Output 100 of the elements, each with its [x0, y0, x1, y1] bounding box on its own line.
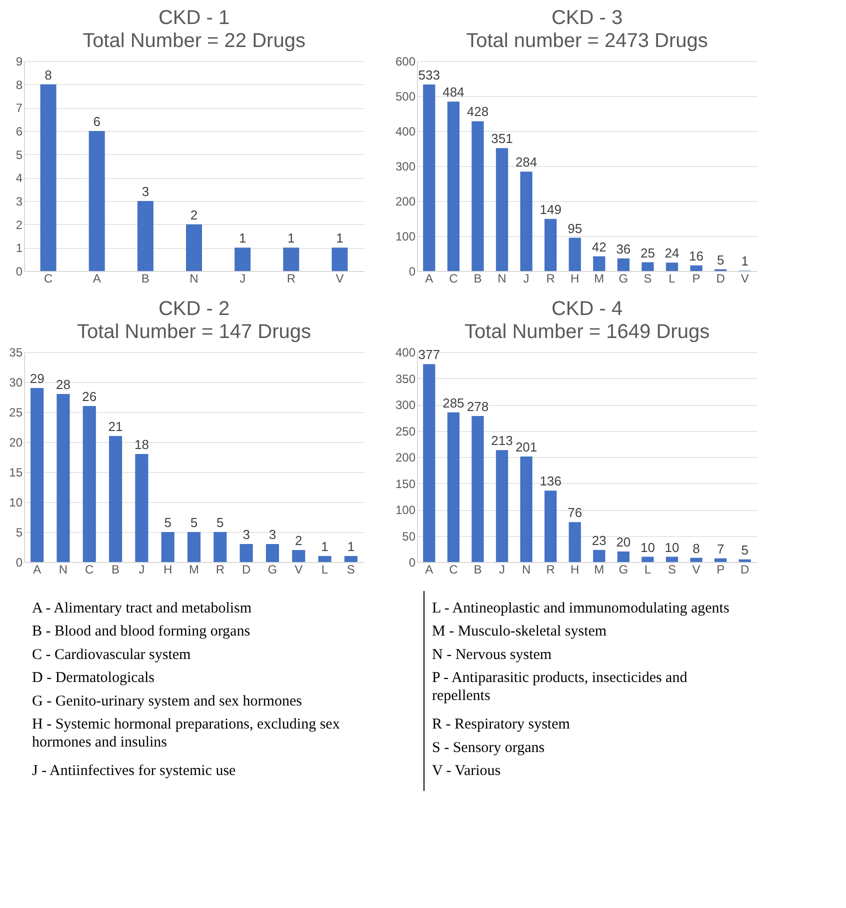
- bar: [472, 416, 484, 562]
- bar: [137, 201, 154, 271]
- bar: [161, 532, 174, 562]
- bar: [292, 550, 306, 562]
- bar: [283, 248, 300, 271]
- data-label: 8: [692, 540, 700, 556]
- bar: [423, 364, 436, 562]
- data-label: 5: [741, 542, 748, 558]
- data-label: 285: [442, 395, 464, 410]
- x-tick-label: A: [33, 562, 42, 576]
- data-label: 5: [190, 515, 198, 530]
- x-tick-label: L: [644, 562, 652, 576]
- data-label: 2: [295, 533, 302, 548]
- bar: [318, 556, 332, 562]
- y-tick-label: 400: [395, 346, 416, 360]
- x-tick-label: N: [498, 272, 506, 286]
- bar: [240, 544, 253, 562]
- text: S - Sensory organs: [432, 740, 545, 756]
- x-tick-label: J: [499, 562, 505, 576]
- y-tick-label: 6: [16, 124, 23, 138]
- x-tick-label: S: [346, 562, 355, 576]
- text: V - Various: [432, 763, 501, 780]
- x-tick-label: C: [85, 562, 94, 576]
- data-label: 3: [242, 527, 250, 542]
- y-tick-label: 30: [9, 376, 23, 390]
- bar: [214, 532, 227, 562]
- x-tick-label: G: [268, 562, 278, 576]
- data-label: 1: [288, 230, 295, 246]
- x-tick-label: H: [164, 562, 172, 576]
- bar: [544, 490, 557, 562]
- x-tick-label: A: [425, 272, 434, 286]
- text: N - Nervous system: [432, 646, 552, 663]
- x-tick-label: A: [425, 562, 434, 576]
- chart-subtitle: Total Number = 1649 Drugs: [464, 321, 710, 343]
- x-tick-label: R: [216, 562, 225, 576]
- text: R - Respiratory system: [432, 716, 570, 733]
- x-tick-label: N: [58, 562, 68, 576]
- data-label: 5: [216, 515, 224, 530]
- data-label: 21: [108, 419, 123, 434]
- data-label: 8: [44, 67, 52, 82]
- bar: [56, 394, 70, 562]
- y-tick-label: 15: [9, 466, 23, 480]
- data-label: 1: [347, 539, 355, 554]
- chart-title: CKD - 1: [158, 7, 230, 29]
- bar: [617, 552, 630, 562]
- data-label: 3: [268, 527, 276, 542]
- y-tick-label: 250: [395, 424, 416, 438]
- x-tick-label: M: [594, 562, 604, 576]
- data-label: 5: [716, 252, 724, 268]
- x-tick-label: M: [594, 272, 604, 286]
- y-tick-label: 7: [16, 101, 23, 116]
- x-tick-label: L: [321, 562, 328, 576]
- data-label: 10: [640, 540, 655, 555]
- bar: [568, 238, 581, 271]
- y-tick-label: 4: [16, 171, 23, 186]
- text: J - Antiinfectives for systemic use: [32, 763, 236, 780]
- x-tick-label: J: [240, 272, 246, 286]
- bar: [447, 412, 460, 562]
- x-tick-label: J: [138, 562, 145, 576]
- x-tick-label: P: [716, 562, 725, 576]
- bar: [472, 121, 484, 271]
- y-tick-label: 35: [9, 346, 23, 360]
- data-label: 7: [716, 541, 724, 556]
- x-tick-label: B: [474, 272, 482, 286]
- x-tick-label: C: [44, 272, 53, 286]
- data-label: 3: [142, 184, 150, 199]
- y-tick-label: 0: [408, 556, 416, 570]
- x-tick-label: R: [286, 272, 296, 286]
- data-label: 16: [689, 248, 704, 264]
- x-tick-label: B: [112, 562, 120, 576]
- chart-subtitle: Total Number = 147 Drugs: [76, 321, 312, 343]
- bar: [30, 388, 44, 562]
- data-label: 2: [190, 207, 198, 222]
- text: P - Antiparasitic products, insecticides and repellents: [432, 670, 688, 704]
- bar: [423, 84, 436, 271]
- data-label: 1: [336, 230, 344, 246]
- data-label: 18: [134, 437, 149, 452]
- text: L - Antineoplastic and immunomodulating agents: [432, 600, 730, 616]
- x-tick-label: V: [294, 562, 303, 576]
- chart-title: CKD - 2: [158, 298, 230, 320]
- y-tick-label: 1: [16, 241, 23, 256]
- x-tick-label: D: [242, 562, 251, 576]
- bar: [109, 436, 122, 562]
- x-tick-label: R: [546, 272, 556, 286]
- y-tick-label: 0: [408, 264, 416, 278]
- bar: [520, 456, 532, 562]
- x-tick-label: V: [740, 272, 749, 286]
- x-tick-label: P: [692, 272, 700, 286]
- x-tick-label: S: [644, 272, 652, 286]
- data-label: 1: [238, 230, 246, 246]
- data-label: 1: [321, 539, 328, 554]
- bar: [690, 558, 702, 562]
- text: M - Musculo-skeletal system: [432, 624, 607, 640]
- text: H - Systemic hormonal preparations, excluding sex hormones and insulins: [32, 716, 340, 751]
- bar: [496, 450, 508, 562]
- bar: [593, 256, 606, 271]
- bar: [690, 265, 702, 271]
- bar: [332, 248, 348, 271]
- data-label: 484: [442, 84, 464, 100]
- bar: [234, 248, 251, 271]
